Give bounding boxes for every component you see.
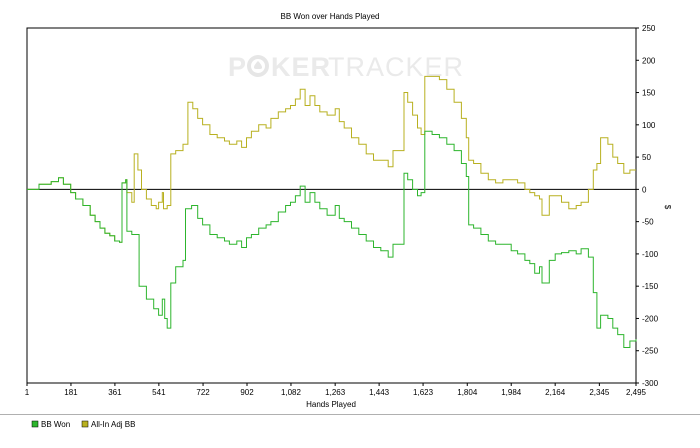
x-tick-label: 181 — [64, 388, 78, 397]
y-tick-label: -200 — [642, 314, 659, 323]
legend-label-bb-won: BB Won — [41, 420, 70, 429]
series-line-bb-won — [27, 130, 637, 348]
x-tick-label: 1,443 — [369, 388, 390, 397]
x-tick-label: 1,984 — [501, 388, 522, 397]
chart-title: BB Won over Hands Played — [280, 12, 379, 21]
x-tick-label: 1 — [25, 388, 30, 397]
legend-swatch-all-in-adj-bb — [81, 420, 89, 428]
x-tick-label: 361 — [108, 388, 122, 397]
y-tick-label: -250 — [642, 347, 659, 356]
y-tick-label: -300 — [642, 379, 659, 388]
y-axis: -300 -250 -200 -150 -100 -50 0 50 100 150 200 250 — [636, 24, 659, 388]
watermark-part1: P — [228, 52, 247, 82]
x-axis: 1 181 361 541 722 902 1,082 1,263 1,443 1,623 1,80… — [25, 383, 647, 397]
x-tick-label: 722 — [196, 388, 210, 397]
x-axis-title: Hands Played — [306, 400, 356, 409]
x-tick-label: 541 — [152, 388, 166, 397]
y-tick-label: 200 — [642, 56, 656, 65]
series-layer — [27, 75, 637, 348]
y-tick-label: -50 — [642, 218, 654, 227]
legend: BB Won All-In Adj BB — [0, 414, 700, 429]
legend-item-bb-won[interactable]: BB Won — [31, 420, 70, 429]
series-line-all-in-adj-bb — [27, 75, 636, 243]
x-tick-label: 902 — [240, 388, 254, 397]
y-tick-label: 250 — [642, 24, 656, 33]
x-tick-label: 1,623 — [413, 388, 434, 397]
watermark-part2: KER — [271, 52, 331, 82]
x-tick-label: 1,804 — [457, 388, 478, 397]
legend-swatch-bb-won — [31, 420, 39, 428]
y-tick-label: 150 — [642, 89, 656, 98]
x-tick-label: 2,345 — [589, 388, 610, 397]
x-tick-label: 1,082 — [281, 388, 302, 397]
legend-label-all-in-adj-bb: All-In Adj BB — [91, 420, 135, 429]
y-axis-unit-label: $ — [663, 205, 672, 210]
y-tick-label: 50 — [642, 153, 651, 162]
x-tick-label: 1,263 — [325, 388, 346, 397]
plot-area — [26, 27, 637, 384]
y-tick-label: -100 — [642, 250, 659, 259]
x-tick-label: 2,495 — [626, 388, 647, 397]
watermark: P KER TRACKER — [228, 52, 464, 82]
y-tick-label: 0 — [642, 185, 647, 194]
x-tick-label: 2,164 — [545, 388, 566, 397]
y-tick-label: 100 — [642, 121, 656, 130]
spade-chip-icon — [247, 55, 269, 77]
watermark-part3: TRACKER — [328, 52, 464, 82]
legend-item-all-in-adj-bb[interactable]: All-In Adj BB — [81, 420, 135, 429]
y-tick-label: -150 — [642, 282, 659, 291]
